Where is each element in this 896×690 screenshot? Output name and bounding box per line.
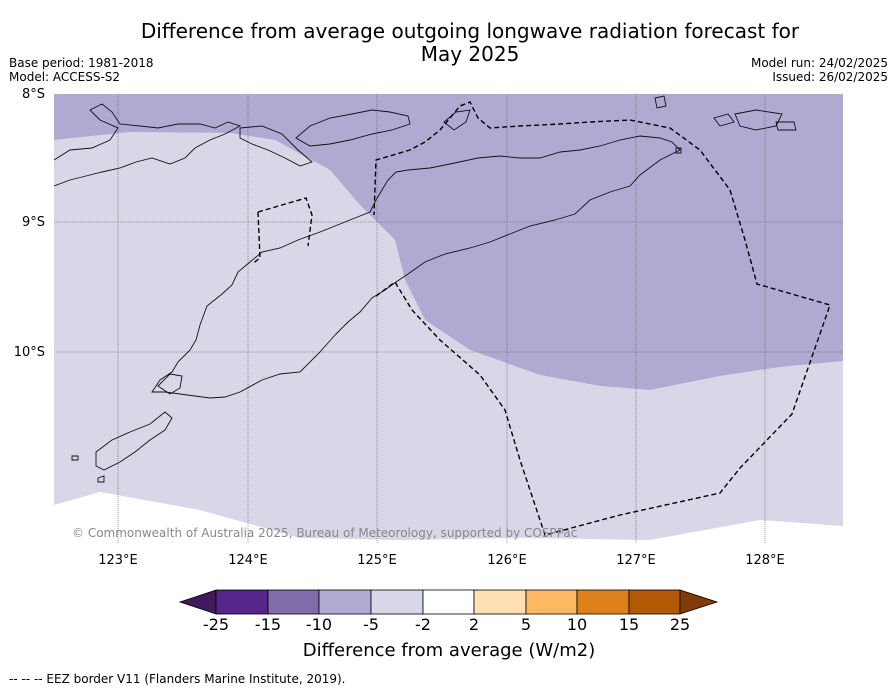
colorbar-bin-5 <box>422 589 475 615</box>
copyright-notice: © Commonwealth of Australia 2025, Bureau… <box>72 526 578 540</box>
colorbar-tick-label: -10 <box>305 615 333 634</box>
colorbar-min-extension <box>178 589 217 615</box>
colorbar-tick-label: -25 <box>202 615 230 634</box>
colorbar-tick-label: -2 <box>415 615 431 634</box>
colorbar <box>178 589 719 615</box>
colorbar-bin-7 <box>525 589 578 615</box>
moa-island-coast <box>734 109 783 131</box>
colorbar-tick-label: 2 <box>468 615 480 634</box>
anomaly-region-dark <box>54 94 843 390</box>
pantar-coast <box>239 125 313 167</box>
colorbar-bin-6 <box>473 589 527 615</box>
colorbar-bin-2 <box>267 589 320 615</box>
small-islet-coast-2 <box>97 475 105 483</box>
colorbar-tick-label: -15 <box>254 615 282 634</box>
title-line-2: May 2025 <box>420 42 520 66</box>
colorbar-bin-9 <box>628 589 681 615</box>
colorbar-label: Difference from average (W/m2) <box>302 640 596 661</box>
timor-coast <box>151 135 681 399</box>
lon-label-126e: 126°E <box>487 553 527 568</box>
lat-label-10s: 10°S <box>13 345 45 360</box>
model-name: Model: ACCESS-S2 <box>9 70 121 84</box>
lon-label-128e: 128°E <box>745 553 785 568</box>
colorbar-bin-1 <box>215 589 269 615</box>
chart-title: Difference from average outgoing longwav… <box>100 20 840 66</box>
leti-island-coast <box>713 113 735 127</box>
colorbar-bin-8 <box>576 589 630 615</box>
map-panel <box>54 94 843 544</box>
jaco-islet-coast <box>675 147 682 154</box>
eez-border-east <box>373 101 831 536</box>
lon-label-124e: 124°E <box>228 553 268 568</box>
issued-date: Issued: 26/02/2025 <box>772 70 888 84</box>
colorbar-bin-3 <box>318 589 372 615</box>
graticule <box>54 94 843 544</box>
colorbar-tick-label: 10 <box>566 615 588 634</box>
title-line-1: Difference from average outgoing longwav… <box>140 19 800 43</box>
eez-border-west <box>251 211 261 265</box>
anomaly-region-light <box>54 132 843 540</box>
coastlines <box>54 95 797 483</box>
lakor-island-coast <box>775 121 797 131</box>
western-islets-coast <box>95 411 173 471</box>
colorbar-tick-label: -5 <box>363 615 379 634</box>
lon-label-127e: 127°E <box>616 553 656 568</box>
eez-border-oecusse <box>257 197 313 247</box>
wetar-coast <box>295 109 411 147</box>
lat-label-9s: 9°S <box>21 215 45 230</box>
colorbar-tick-label: 25 <box>669 615 691 634</box>
colorbar-bin-4 <box>370 589 424 615</box>
eez-border <box>251 101 831 536</box>
alor-coast <box>54 103 242 187</box>
eez-legend-note: -- -- -- EEZ border V11 (Flanders Marine… <box>9 672 346 686</box>
model-run: Model run: 24/02/2025 <box>750 56 888 70</box>
base-period: Base period: 1981-2018 <box>9 56 154 70</box>
colorbar-tick-label: 15 <box>618 615 640 634</box>
small-islet-coast <box>71 455 79 461</box>
rote-island-coast <box>157 373 183 395</box>
colorbar-max-extension <box>679 589 719 615</box>
atauro-coast <box>443 109 471 131</box>
lat-label-8s: 8°S <box>21 87 45 102</box>
colorbar-tick-label: 5 <box>520 615 532 634</box>
lon-label-125e: 125°E <box>357 553 397 568</box>
lon-label-123e: 123°E <box>98 553 138 568</box>
kisar-coast <box>654 95 667 109</box>
